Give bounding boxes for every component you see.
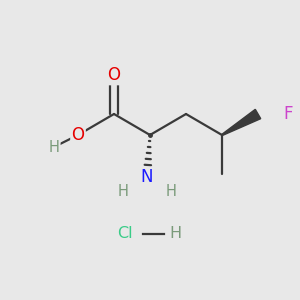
Text: O: O (107, 66, 121, 84)
Text: H: H (169, 226, 181, 242)
Text: Cl: Cl (117, 226, 132, 242)
Text: O: O (71, 126, 85, 144)
Text: H: H (49, 140, 59, 154)
Text: H: H (166, 184, 176, 200)
Text: F: F (283, 105, 293, 123)
Polygon shape (222, 109, 261, 136)
Text: N: N (141, 168, 153, 186)
Text: H: H (118, 184, 128, 200)
